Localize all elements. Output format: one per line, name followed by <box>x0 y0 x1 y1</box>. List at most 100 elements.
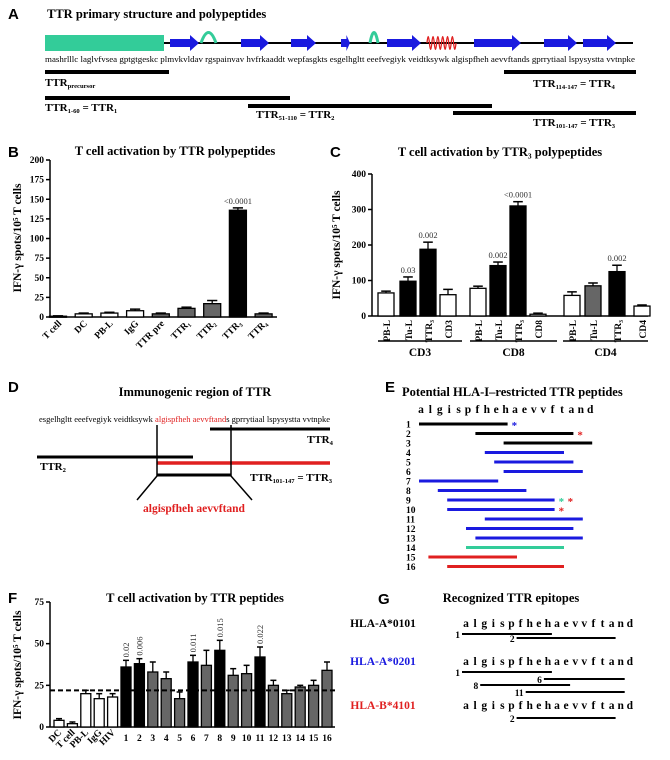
beta-strand-arrow <box>241 35 269 51</box>
sequence-letter: a <box>609 618 615 630</box>
panel-a-title: TTR primary structure and polypeptides <box>47 7 266 21</box>
label-text: = TTR <box>80 102 115 114</box>
bar-t-cell <box>66 723 79 728</box>
hla-allele-label: HLA-A*0201 <box>350 656 416 668</box>
bar-4 <box>160 678 172 728</box>
bar-ttr- <box>228 209 248 318</box>
bar-10 <box>240 673 253 728</box>
subscript: 1 <box>114 108 117 115</box>
x-tick-label: 11 <box>256 734 265 744</box>
bar-7 <box>200 664 213 728</box>
sequence-letter: s <box>500 656 505 668</box>
bar-1 <box>120 666 132 728</box>
x-tick-label: 13 <box>282 734 292 744</box>
sequence-letter: i <box>448 404 452 416</box>
label-text: = TTR <box>297 109 332 121</box>
panel-label-a: A <box>8 6 19 23</box>
sequence-letter: n <box>578 404 585 416</box>
bar-16 <box>321 669 333 728</box>
sequence-letter: e <box>522 404 527 416</box>
sequence-letter: t <box>601 618 605 630</box>
x-tick-label: 16 <box>322 734 332 744</box>
sequence-letter: v <box>581 656 587 668</box>
epitope-number: 2 <box>510 715 515 725</box>
region-sequence: esgelhgltt eeefvegiyk veidtksywk algispf… <box>39 415 330 424</box>
p-value-label: 0.022 <box>255 625 265 644</box>
bar-8 <box>214 649 226 728</box>
x-tick-label: TTR₄ <box>247 319 270 342</box>
bar-6 <box>187 661 199 728</box>
epitope-number: 11 <box>515 689 524 699</box>
x-tick-label: 2 <box>137 734 142 744</box>
sequence-letter: f <box>519 656 523 668</box>
p-value-label: <0.0001 <box>504 190 532 200</box>
bar-dc <box>53 719 65 728</box>
y-tick-label: 0 <box>361 312 366 322</box>
bar-dc <box>74 313 93 318</box>
sequence-letter: v <box>540 404 546 416</box>
sequence-letter: n <box>617 656 624 668</box>
label-text: = TTR <box>577 78 612 90</box>
hla-allele-label: HLA-A*0101 <box>350 618 416 630</box>
x-tick-label: 12 <box>269 734 279 744</box>
label-ttr1: TTR1-60 = TTR1 <box>45 102 117 115</box>
panel-e-title: Potential HLA-I–restricted TTR peptides <box>402 385 623 399</box>
subscript: 114-147 <box>556 84 578 91</box>
sequence-letter: a <box>554 656 560 668</box>
y-tick-label: 150 <box>30 195 45 205</box>
subscript: precursor <box>68 83 96 90</box>
sequence-letter: v <box>572 618 578 630</box>
bar-ttr- <box>608 270 626 317</box>
group-label: CD3 <box>409 347 432 359</box>
x-tick-label: 15 <box>309 734 319 744</box>
bar-cd4 <box>633 305 651 317</box>
bar-12 <box>267 684 280 728</box>
panel-g-title: Recognized TTR epitopes <box>443 591 580 605</box>
immunogenic-sequence-part: algispfheh aevvftand <box>155 415 226 424</box>
sequence-letter: d <box>587 404 594 416</box>
sequence-letter: a <box>512 404 518 416</box>
zoom-line-left <box>136 475 158 501</box>
bar-igg <box>93 698 105 728</box>
p-value-label: 0.011 <box>188 634 198 653</box>
sequence-part: s gprrytiaal lspysystta vvtnpke <box>226 415 330 424</box>
sequence-letter: f <box>591 656 595 668</box>
x-tick-label: TTR₂ <box>195 319 218 342</box>
bar-pb-l <box>377 292 395 317</box>
sequence-letter: l <box>473 700 476 712</box>
sequence-letter: h <box>545 618 552 630</box>
bar-9 <box>227 674 239 728</box>
sequence-letter: v <box>572 700 578 712</box>
sequence-letter: f <box>591 618 595 630</box>
sequence-letter: s <box>456 404 461 416</box>
x-tick-label: Tu-L <box>590 320 600 340</box>
sequence-letter: h <box>484 404 491 416</box>
peptide-number: 11 <box>406 516 415 526</box>
y-axis-label: IFN-γ spots/10⁵ T cells <box>331 190 343 300</box>
label-ttr3: TTR101-147 = TTR3 <box>250 472 333 485</box>
y-tick-label: 100 <box>352 277 367 287</box>
star-marker-red: * <box>559 506 565 518</box>
sequence-letter: g <box>481 700 487 712</box>
x-tick-label: 10 <box>242 734 252 744</box>
subscript: 1-60 <box>68 108 81 115</box>
peptide-number: 12 <box>406 525 416 535</box>
panel-label-e: E <box>385 379 395 396</box>
bar-tu-l <box>584 285 602 317</box>
p-value-label: 0.015 <box>215 618 225 637</box>
bar-ttr- <box>419 248 437 317</box>
subscript: 101-147 <box>556 123 579 130</box>
beta-strand-arrow <box>474 35 521 51</box>
sequence-letter: i <box>492 700 496 712</box>
chart-title: T cell activation by TTR peptides <box>106 591 284 605</box>
label-ttr4: TTR4 <box>307 434 334 447</box>
y-tick-label: 0 <box>39 723 44 733</box>
x-tick-label: 3 <box>150 734 155 744</box>
sequence-letter: a <box>418 404 424 416</box>
x-tick-label: 4 <box>164 734 169 744</box>
sequence-letter: f <box>551 404 555 416</box>
p-value-label: <0.0001 <box>224 196 252 206</box>
sequence-letter: e <box>564 700 569 712</box>
sequence-letter: a <box>463 618 469 630</box>
sequence-letter: s <box>500 700 505 712</box>
